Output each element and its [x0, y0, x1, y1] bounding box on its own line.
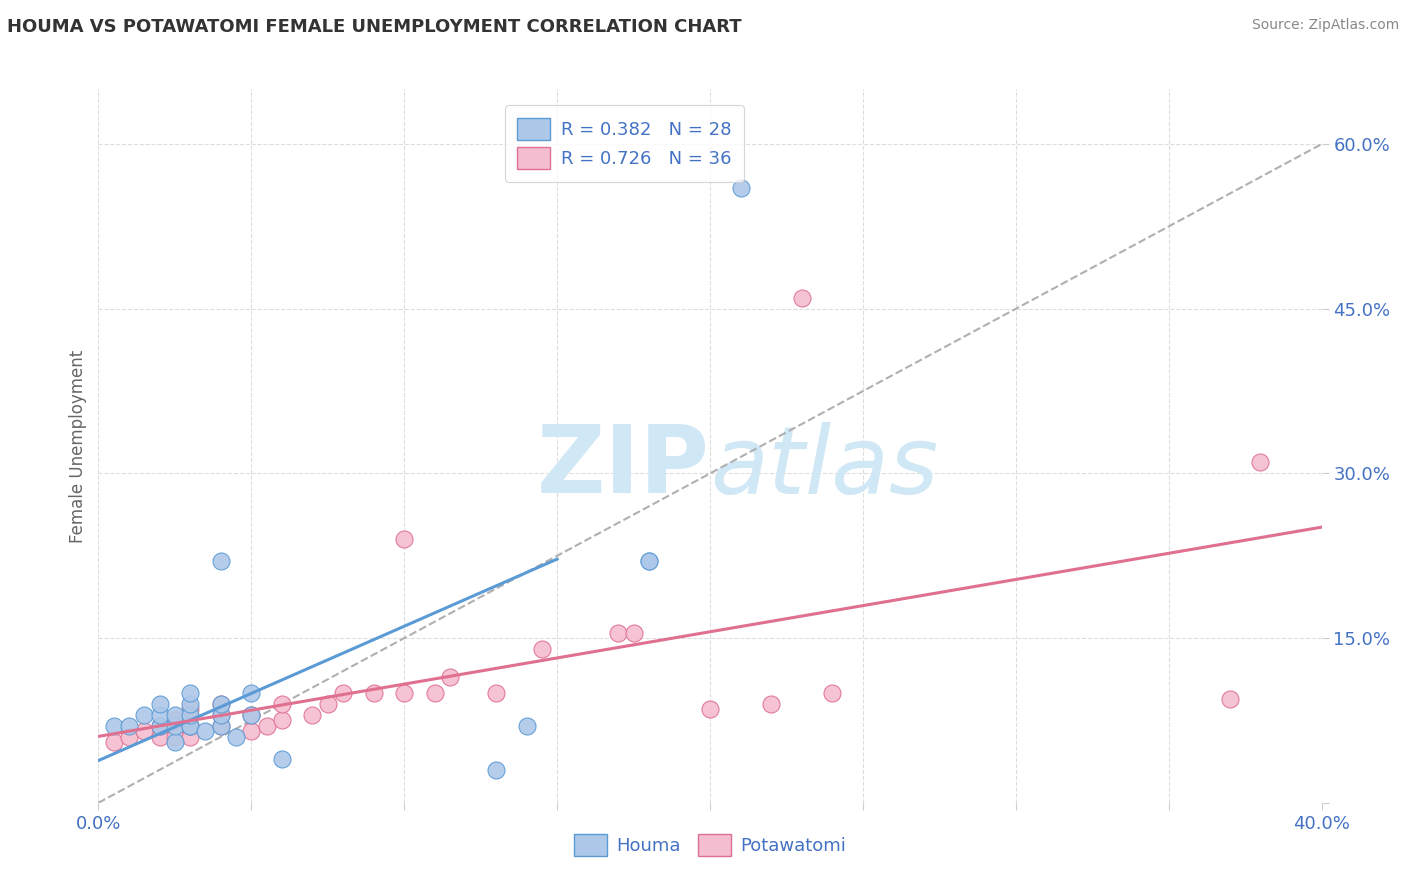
Point [179, 686, 201, 700]
Point [134, 724, 156, 739]
Point [485, 686, 508, 700]
Point [301, 708, 323, 723]
Point [163, 735, 186, 749]
Point [316, 697, 339, 711]
Point [225, 730, 247, 744]
Point [637, 554, 661, 568]
Point [179, 702, 201, 716]
Point [179, 697, 201, 711]
Point [256, 719, 278, 733]
Text: ZIP: ZIP [537, 421, 710, 514]
Point [163, 708, 186, 723]
Text: atlas: atlas [710, 422, 938, 513]
Point [134, 708, 156, 723]
Point [149, 708, 172, 723]
Point [699, 702, 721, 716]
Point [194, 724, 217, 739]
Point [270, 752, 292, 766]
Y-axis label: Female Unemployment: Female Unemployment [69, 350, 87, 542]
Point [270, 714, 292, 728]
Point [530, 642, 553, 657]
Point [179, 719, 201, 733]
Point [163, 730, 186, 744]
Point [179, 719, 201, 733]
Point [209, 719, 232, 733]
Point [332, 686, 354, 700]
Point [209, 697, 232, 711]
Point [392, 533, 416, 547]
Point [363, 686, 385, 700]
Point [516, 719, 538, 733]
Point [1219, 691, 1241, 706]
Point [240, 686, 263, 700]
Point [179, 708, 201, 723]
Point [149, 730, 172, 744]
Point [149, 719, 172, 733]
Point [209, 697, 232, 711]
Point [240, 708, 263, 723]
Point [209, 554, 232, 568]
Point [485, 763, 508, 777]
Point [103, 719, 125, 733]
Point [423, 686, 446, 700]
Point [240, 724, 263, 739]
Point [118, 719, 141, 733]
Point [270, 697, 292, 711]
Point [439, 669, 461, 683]
Point [607, 625, 630, 640]
Point [209, 708, 232, 723]
Point [179, 719, 201, 733]
Legend: R = 0.382   N = 28, R = 0.726   N = 36: R = 0.382 N = 28, R = 0.726 N = 36 [505, 105, 744, 182]
Point [240, 708, 263, 723]
Point [821, 686, 844, 700]
Text: Source: ZipAtlas.com: Source: ZipAtlas.com [1251, 18, 1399, 32]
Point [163, 719, 186, 733]
Point [637, 554, 661, 568]
Point [1249, 455, 1271, 469]
Point [209, 708, 232, 723]
Point [163, 714, 186, 728]
Point [790, 291, 813, 305]
Point [730, 181, 752, 195]
Point [179, 730, 201, 744]
Text: HOUMA VS POTAWATOMI FEMALE UNEMPLOYMENT CORRELATION CHART: HOUMA VS POTAWATOMI FEMALE UNEMPLOYMENT … [7, 18, 741, 36]
Point [209, 719, 232, 733]
Point [149, 697, 172, 711]
Point [759, 697, 782, 711]
Point [623, 625, 645, 640]
Point [392, 686, 416, 700]
Point [118, 730, 141, 744]
Point [149, 719, 172, 733]
Point [103, 735, 125, 749]
